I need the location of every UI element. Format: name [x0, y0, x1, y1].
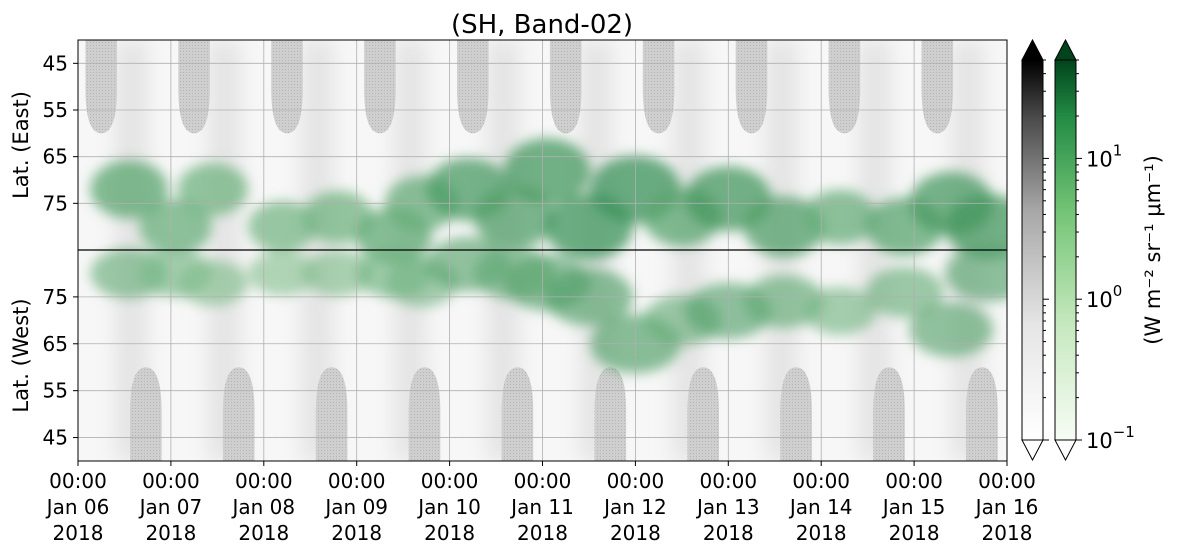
- mask-west: [966, 367, 998, 461]
- x-tick-label: 00:00 Jan 06 2018: [45, 469, 110, 545]
- activity-west: [945, 245, 1007, 302]
- y-axis-label-west: Lat. (West): [9, 298, 33, 412]
- activity-east: [138, 199, 213, 255]
- colorbar-tick-label: 10−1: [1086, 423, 1135, 453]
- colorbar-greys-bar: [1021, 59, 1044, 441]
- y-tick-label-east: 45: [43, 51, 68, 75]
- activity-east: [803, 189, 877, 245]
- colorbar-greys: [1021, 38, 1044, 462]
- x-tick-label: 00:00 Jan 08 2018: [230, 469, 295, 545]
- colorbar-greys-extend-top: [1021, 38, 1044, 61]
- colorbar-tick-label: 101: [1086, 141, 1122, 171]
- mask-west: [780, 367, 812, 461]
- x-axis: 00:00 Jan 06 2018 00:00 Jan 07 2018 00:00 Jan 0…: [45, 461, 1039, 545]
- colorbar-label: (W m⁻² sr⁻¹ μm⁻¹): [1141, 155, 1165, 345]
- activity-west: [909, 302, 994, 358]
- y-tick-label-west: 65: [43, 332, 68, 356]
- mask-west: [408, 367, 441, 461]
- activity-east: [945, 194, 1007, 260]
- x-tick-label: 00:00 Jan 09 2018: [323, 469, 388, 545]
- x-tick-label: 00:00 Jan 15 2018: [881, 469, 946, 545]
- grid-lines: [78, 40, 1007, 461]
- mask-west: [501, 367, 534, 461]
- activity-east: [302, 190, 374, 244]
- y-tick-label-west: 45: [43, 426, 68, 450]
- mask-west: [315, 367, 348, 461]
- activity-west: [302, 250, 374, 297]
- y-tick-label-east: 65: [43, 145, 68, 169]
- mask-east: [364, 40, 396, 134]
- activity-east: [248, 201, 317, 253]
- x-tick-label: 00:00 Jan 12 2018: [602, 469, 667, 545]
- mask-west: [873, 367, 905, 461]
- activity-east: [474, 186, 556, 248]
- mask-east: [85, 40, 118, 134]
- colorbar-greys-extend-bottom: [1021, 439, 1044, 462]
- x-tick-label: 00:00 Jan 16 2018: [974, 469, 1039, 545]
- x-tick-label: 00:00 Jan 14 2018: [788, 469, 853, 545]
- activity-west: [248, 251, 317, 296]
- colorbar-ticks: 10−1 100 101: [1043, 59, 1135, 453]
- x-tick-label: 00:00 Jan 10 2018: [416, 469, 481, 545]
- mask-east: [642, 40, 675, 134]
- chart-title: (SH, Band-02): [451, 10, 633, 40]
- mask-east: [921, 40, 954, 134]
- y-tick-label-east: 55: [43, 98, 68, 122]
- activity-west: [177, 259, 248, 306]
- activity-east: [177, 162, 248, 216]
- activity-west: [865, 266, 944, 318]
- colorbar-greens-bar: [1054, 59, 1077, 441]
- y-tick-label-west: 75: [43, 285, 68, 309]
- colorbar-greens: [1054, 38, 1077, 462]
- mask-west: [594, 367, 627, 461]
- y-axis-label-east: Lat. (East): [9, 91, 33, 199]
- x-tick-label: 00:00 Jan 13 2018: [695, 469, 760, 545]
- mask-west: [687, 367, 720, 461]
- mask-west: [222, 367, 255, 461]
- mask-east: [457, 40, 489, 134]
- x-tick-label: 00:00 Jan 11 2018: [509, 469, 574, 545]
- mask-west: [130, 367, 162, 461]
- mask-east: [271, 40, 303, 134]
- mask-east: [178, 40, 210, 134]
- y-axes: 45 55 65 75 75 65 55 45 Lat. (East) Lat. (West): [9, 51, 78, 450]
- mask-east: [735, 40, 768, 134]
- activity-east: [90, 160, 168, 219]
- colorbar-tick-label: 100: [1086, 282, 1122, 312]
- mask-east: [828, 40, 861, 134]
- y-tick-label-east: 75: [43, 191, 68, 215]
- y-tick-label-west: 55: [43, 379, 68, 403]
- x-tick-label: 00:00 Jan 07 2018: [138, 469, 203, 545]
- activity-west: [803, 287, 877, 335]
- colorbar-greens-extend-top: [1054, 38, 1077, 61]
- colorbar-greens-extend-bottom: [1054, 439, 1077, 462]
- mask-east: [549, 40, 582, 134]
- activity-east: [503, 138, 591, 204]
